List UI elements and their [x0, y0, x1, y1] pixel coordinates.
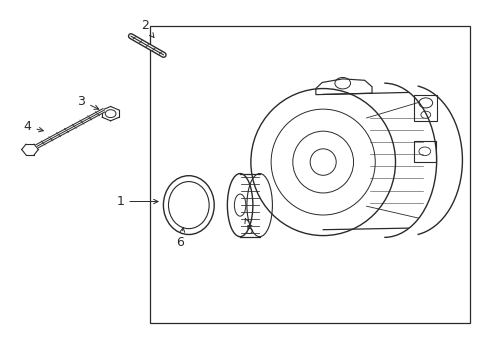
- Bar: [414, 140, 436, 162]
- Text: 6: 6: [176, 228, 185, 249]
- Text: 2: 2: [141, 19, 154, 37]
- Text: 3: 3: [77, 95, 99, 109]
- Bar: [150, 26, 470, 323]
- Text: 4: 4: [24, 121, 43, 134]
- Text: 5: 5: [245, 218, 254, 237]
- Bar: [414, 95, 437, 121]
- Text: 1: 1: [117, 195, 158, 208]
